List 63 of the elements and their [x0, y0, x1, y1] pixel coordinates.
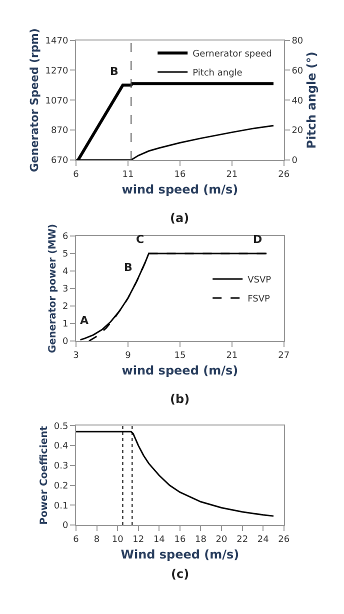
y-tick-label: 5 [62, 250, 68, 260]
x-tick-label: 16 [174, 170, 186, 180]
y-tick-label: 0.3 [54, 462, 68, 472]
annotation: C [136, 233, 144, 246]
y-tick-label: 0 [62, 337, 68, 348]
y-tick-label: 1070 [45, 96, 68, 106]
x-tick-label: 12 [132, 534, 144, 545]
y-tick-label: 870 [51, 126, 68, 136]
x-tick-label: 9 [125, 350, 132, 361]
y-axis-title: Generator Speed (rpm) [28, 28, 41, 172]
annotation: A [80, 314, 89, 327]
x-tick-label: 26 [278, 534, 290, 545]
y-tick-label: 0.5 [54, 422, 68, 432]
x-tick-label: 24 [257, 534, 270, 545]
annotation: B [124, 261, 132, 274]
y-tick-label: 0.1 [54, 501, 68, 512]
y2-tick-label: 20 [292, 126, 304, 136]
x-tick-label: 27 [278, 350, 290, 361]
x-tick-label: 8 [94, 534, 100, 545]
text: (c) [171, 567, 190, 581]
y-tick-label: 6 [62, 232, 68, 242]
y-tick-label: 1270 [45, 66, 68, 76]
x-tick-label: 11 [122, 170, 134, 180]
annotation: D [253, 233, 262, 246]
y2-tick-label: 60 [292, 66, 304, 76]
x-tick-label: 21 [226, 170, 238, 180]
x-tick-label: 6 [73, 170, 80, 180]
y-axis-title: Generator power (MW) [47, 224, 58, 354]
x-tick-label: 26 [278, 170, 290, 180]
y2-tick-label: 80 [292, 36, 304, 46]
x-tick-label: 10 [112, 534, 124, 545]
y-tick-label: 0.2 [54, 481, 68, 492]
x-axis-title: wind speed (m/s) [122, 182, 238, 197]
text: (a) [170, 211, 190, 225]
y2-tick-label: 0 [292, 156, 298, 166]
text: (b) [170, 392, 190, 406]
y-tick-label: 0 [62, 521, 68, 532]
y-tick-label: 670 [51, 156, 68, 166]
x-tick-label: 6 [73, 534, 80, 545]
y-tick-label: 1 [62, 320, 68, 330]
legend-label: Pitch angle [192, 68, 243, 79]
x-tick-label: 14 [153, 534, 166, 545]
x-tick-label: 20 [216, 534, 228, 545]
x-tick-label: 18 [195, 534, 207, 545]
legend-label: VSVP [248, 275, 272, 286]
y-tick-label: 2 [62, 302, 68, 312]
legend-label: FSVP [248, 294, 270, 304]
x-tick-label: 22 [236, 534, 248, 545]
y-axis-title: Power Coefficient [38, 426, 50, 525]
x-tick-label: 15 [174, 350, 186, 361]
x-tick-label: 16 [174, 534, 186, 545]
x-tick-label: 21 [226, 350, 238, 361]
y-tick-label: 1470 [45, 36, 68, 46]
annotation: B [110, 65, 118, 78]
y-tick-label: 3 [62, 284, 68, 295]
legend-label: Gernerator speed [192, 50, 272, 60]
y-tick-label: 0.4 [54, 442, 68, 452]
y2-axis-title: Pitch angle (°) [304, 52, 318, 149]
x-axis-title: Wind speed (m/s) [120, 548, 240, 562]
x-axis-title: wind speed (m/s) [122, 364, 238, 378]
x-tick-label: 3 [73, 350, 79, 361]
y2-tick-label: 40 [292, 96, 304, 106]
y-tick-label: 4 [62, 267, 68, 278]
